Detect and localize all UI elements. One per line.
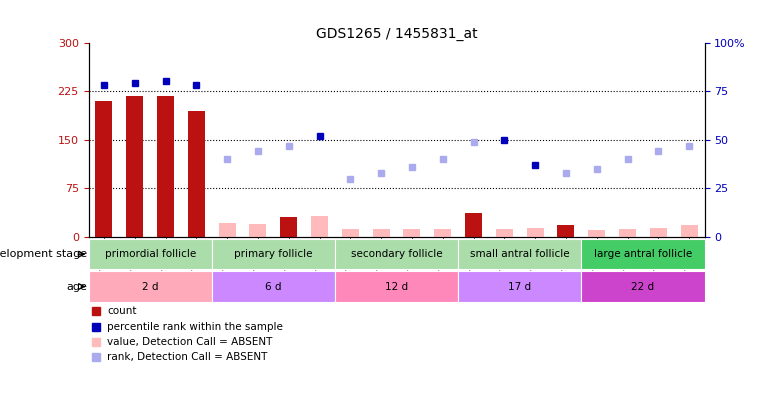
Text: count: count	[107, 306, 136, 316]
Bar	[335, 239, 458, 269]
Bar	[681, 225, 698, 237]
Text: small antral follicle: small antral follicle	[470, 249, 570, 259]
Text: percentile rank within the sample: percentile rank within the sample	[107, 322, 283, 332]
Text: age: age	[66, 281, 87, 292]
Bar	[342, 229, 359, 237]
Text: 6 d: 6 d	[265, 281, 282, 292]
Bar	[588, 230, 605, 237]
Bar	[434, 228, 451, 237]
Bar	[335, 271, 458, 302]
Text: value, Detection Call = ABSENT: value, Detection Call = ABSENT	[107, 337, 273, 347]
Bar	[126, 96, 143, 237]
Bar	[219, 223, 236, 237]
Bar	[496, 229, 513, 237]
Text: 2 d: 2 d	[142, 281, 159, 292]
Bar	[465, 213, 482, 237]
Bar	[280, 217, 297, 237]
Bar	[557, 225, 574, 237]
Bar	[188, 111, 205, 237]
Bar	[249, 224, 266, 237]
Bar	[95, 101, 112, 237]
Bar	[311, 216, 328, 237]
Text: 17 d: 17 d	[508, 281, 531, 292]
Text: primary follicle: primary follicle	[234, 249, 313, 259]
Text: rank, Detection Call = ABSENT: rank, Detection Call = ABSENT	[107, 352, 267, 362]
Bar	[212, 239, 335, 269]
Bar	[403, 228, 420, 237]
Title: GDS1265 / 1455831_at: GDS1265 / 1455831_at	[316, 28, 477, 41]
Bar	[581, 239, 705, 269]
Bar	[527, 228, 544, 237]
Bar	[619, 228, 636, 237]
Bar	[212, 271, 335, 302]
Bar	[89, 271, 212, 302]
Bar	[458, 271, 581, 302]
Text: 12 d: 12 d	[385, 281, 408, 292]
Bar	[650, 228, 667, 237]
Text: secondary follicle: secondary follicle	[351, 249, 442, 259]
Bar	[373, 229, 390, 237]
Bar	[458, 239, 581, 269]
Text: 22 d: 22 d	[631, 281, 654, 292]
Bar	[89, 239, 212, 269]
Bar	[157, 96, 174, 237]
Text: large antral follicle: large antral follicle	[594, 249, 692, 259]
Text: development stage: development stage	[0, 249, 87, 259]
Bar	[581, 271, 705, 302]
Text: primordial follicle: primordial follicle	[105, 249, 196, 259]
